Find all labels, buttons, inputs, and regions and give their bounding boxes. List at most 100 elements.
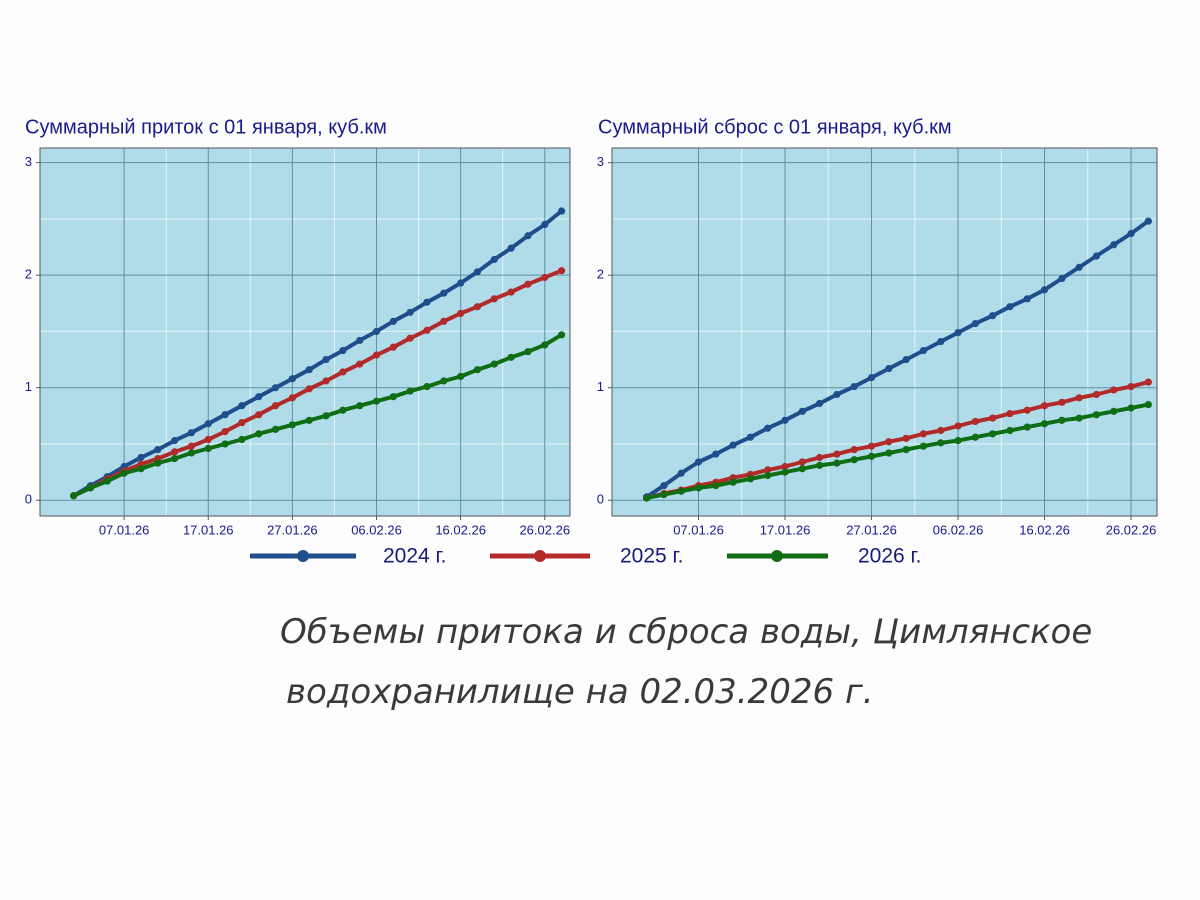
point [490, 255, 498, 264]
point [677, 469, 685, 477]
legend-marker [534, 550, 546, 562]
point [867, 452, 876, 460]
panel: Суммарный приток с 01 января, куб.км 0 1 2 3… [25, 116, 571, 537]
point [171, 455, 179, 463]
plot-border [39, 147, 571, 517]
point [271, 402, 280, 410]
point [971, 319, 979, 328]
point [372, 327, 381, 336]
point [288, 375, 296, 383]
point [1006, 303, 1014, 311]
point [356, 336, 364, 345]
point [86, 484, 95, 492]
point [937, 439, 945, 447]
point [524, 280, 532, 288]
point [356, 360, 364, 368]
legend-label: 2025 г. [620, 545, 683, 568]
point [781, 416, 789, 424]
point [833, 390, 841, 399]
point [1127, 382, 1135, 391]
point [1023, 406, 1031, 414]
x-tick-label: 17.01.26 [760, 522, 811, 537]
x-tick-label: 17.01.26 [183, 522, 234, 537]
point [541, 273, 549, 282]
point [389, 393, 397, 401]
point [850, 382, 858, 391]
point [305, 366, 313, 374]
x-tick-label: 16.02.26 [1019, 522, 1070, 537]
point [490, 360, 498, 368]
y-tick-label: 0 [25, 492, 32, 507]
point [1040, 420, 1049, 428]
point [954, 436, 962, 445]
point [137, 465, 145, 473]
y-tick-label: 1 [25, 379, 32, 394]
point [1127, 229, 1135, 238]
point [557, 331, 566, 339]
point [221, 440, 229, 448]
point [677, 487, 685, 495]
y-tick-label: 2 [597, 267, 604, 282]
point [1040, 402, 1049, 410]
point [937, 337, 945, 346]
chart: Суммарный приток с 01 января, куб.км 0 1 2 3… [25, 116, 1158, 568]
x-tick-label: 27.01.26 [267, 522, 318, 537]
point [457, 309, 465, 318]
point [271, 425, 280, 433]
point [971, 433, 979, 441]
caption: Объемы притока и сброса воды, Цимлянское [280, 612, 1093, 652]
point [507, 353, 515, 361]
point [305, 416, 313, 424]
point [255, 430, 263, 438]
point [798, 465, 806, 473]
point [937, 426, 945, 435]
point [989, 312, 997, 320]
x-tick-label: 27.01.26 [846, 522, 897, 537]
point [746, 433, 755, 441]
point [1058, 274, 1066, 283]
point [541, 341, 549, 349]
point [885, 364, 893, 373]
point [885, 438, 893, 446]
point [919, 430, 928, 438]
point [833, 450, 841, 458]
point [867, 442, 876, 450]
x-tick-label: 16.02.26 [435, 522, 486, 537]
plot-border [611, 147, 1158, 517]
point [322, 377, 330, 385]
point [524, 348, 532, 356]
point [954, 422, 962, 430]
point [440, 377, 448, 385]
point [339, 346, 347, 355]
point [288, 421, 296, 429]
point [238, 435, 246, 444]
point [1092, 411, 1101, 419]
point [1023, 295, 1031, 303]
point [423, 382, 431, 391]
point [798, 458, 806, 466]
point [457, 279, 465, 287]
point [541, 220, 549, 229]
y-tick-label: 3 [25, 154, 32, 169]
y-tick-label: 2 [25, 267, 32, 282]
point [356, 402, 364, 410]
point [902, 446, 910, 454]
y-tick-label: 1 [597, 379, 604, 394]
x-tick-label: 06.02.26 [933, 522, 984, 537]
point [406, 387, 414, 395]
point [729, 441, 737, 449]
point [305, 385, 313, 393]
point [989, 430, 997, 438]
legend-label: 2026 г. [858, 545, 921, 568]
point [187, 442, 196, 450]
point [423, 298, 431, 306]
point [712, 450, 720, 458]
legend: 2024 г. 2025 г. 2026 г. [250, 545, 921, 568]
point [954, 328, 962, 337]
point [643, 494, 651, 502]
point [833, 459, 841, 467]
point [1127, 404, 1135, 412]
x-tick-label: 06.02.26 [351, 522, 402, 537]
point [473, 268, 482, 276]
point [816, 453, 824, 462]
